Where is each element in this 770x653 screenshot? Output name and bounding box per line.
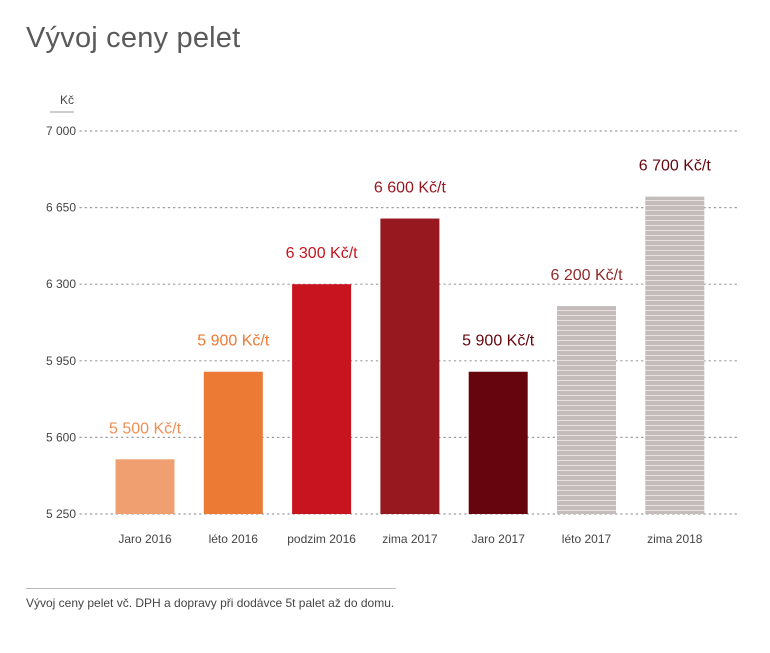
bar: [468, 371, 528, 514]
y-tick-label: 7 000: [46, 124, 76, 138]
bar-value-label: 6 200 Kč/t: [550, 267, 623, 284]
bar-value-label: 5 500 Kč/t: [109, 420, 182, 437]
bar-value-label: 5 900 Kč/t: [197, 333, 270, 350]
bar-value-label: 5 900 Kč/t: [462, 333, 535, 350]
gridlines: [79, 130, 741, 515]
data-labels: 5 500 Kč/t 5 900 Kč/t 6 300 Kč/t 6 600 Kč/t…: [109, 158, 711, 438]
bars: [115, 196, 705, 515]
x-category-label: podzim 2016: [287, 532, 356, 546]
y-tick-label: 6 300: [46, 277, 76, 291]
x-category-label: léto 2017: [562, 532, 612, 546]
bar: [203, 371, 263, 514]
bar: [380, 218, 440, 515]
x-axis: Jaro 2016 léto 2016 podzim 2016 zima 2017 Ja…: [118, 532, 702, 546]
y-axis: Kč 5 250 5 600 5 950 6 300 6 650 7 000: [46, 93, 76, 521]
bar-value-label: 6 300 Kč/t: [286, 245, 359, 262]
x-category-label: Jaro 2016: [118, 532, 172, 546]
y-axis-unit: Kč: [60, 93, 74, 107]
y-tick-label: 5 600: [46, 430, 76, 444]
footer-divider: [26, 588, 396, 589]
chart-title: Vývoj ceny pelet: [26, 22, 241, 54]
bar-chart: Kč 5 250 5 600 5 950 6 300 6 650 7 000 5 500 K…: [46, 93, 741, 546]
y-tick-label: 6 650: [46, 201, 76, 215]
bar: [292, 284, 352, 514]
x-category-label: zima 2017: [382, 532, 438, 546]
bar: [645, 196, 705, 514]
x-category-label: léto 2016: [209, 532, 259, 546]
y-tick-label: 5 950: [46, 354, 76, 368]
bar-value-label: 6 600 Kč/t: [374, 180, 447, 197]
x-category-label: zima 2018: [647, 532, 703, 546]
bar-value-label: 6 700 Kč/t: [639, 158, 712, 175]
x-category-label: Jaro 2017: [472, 532, 526, 546]
y-tick-label: 5 250: [46, 507, 76, 521]
bar: [557, 306, 616, 514]
bar: [115, 459, 175, 514]
footnote: Vývoj ceny pelet vč. DPH a dopravy při d…: [26, 596, 395, 610]
